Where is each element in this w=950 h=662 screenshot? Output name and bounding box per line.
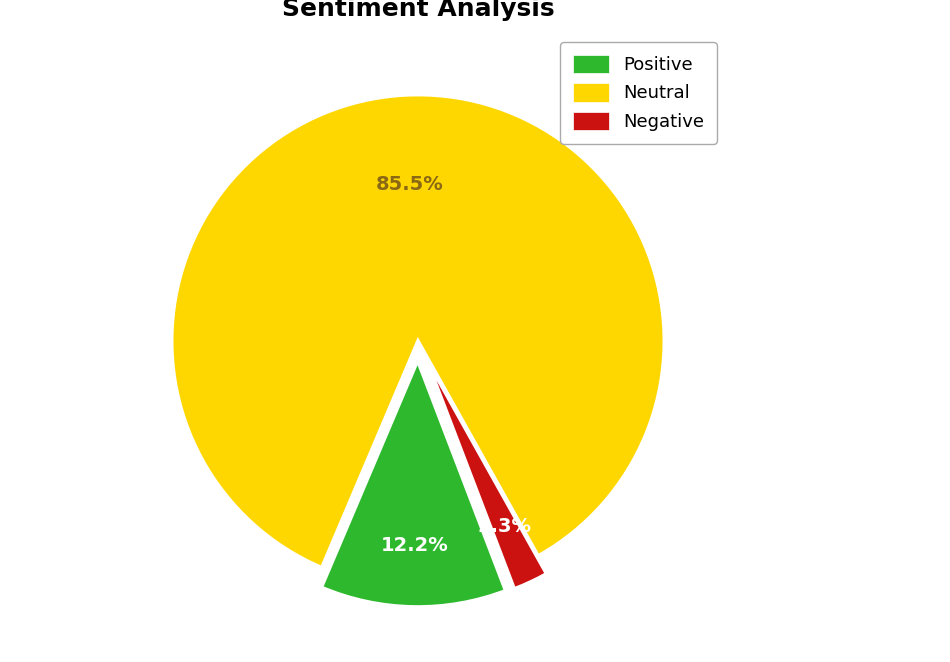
Text: 85.5%: 85.5% [375,175,444,194]
Title: Sentiment Analysis: Sentiment Analysis [282,0,554,21]
Text: 12.2%: 12.2% [380,536,448,555]
Wedge shape [172,95,664,567]
Wedge shape [427,359,546,589]
Legend: Positive, Neutral, Negative: Positive, Neutral, Negative [560,42,717,144]
Text: 2.3%: 2.3% [478,516,532,536]
Wedge shape [321,361,505,607]
